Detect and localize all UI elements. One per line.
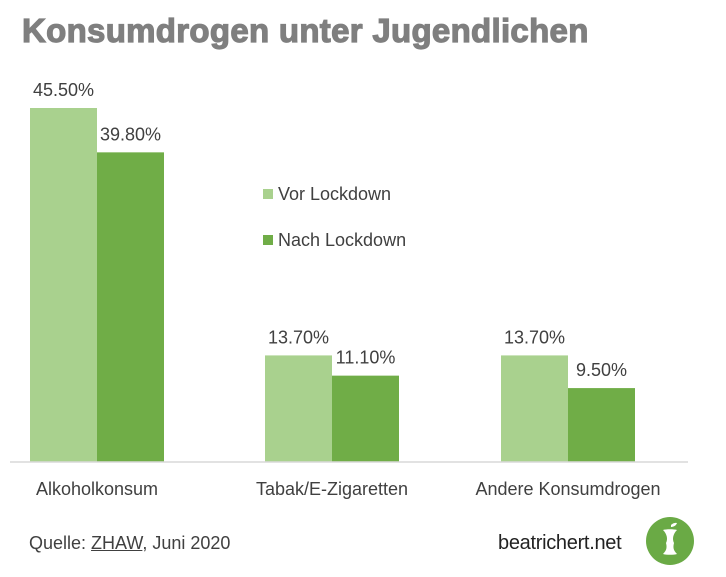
bar-vor-0 <box>30 108 97 462</box>
bar-vor-1 <box>265 355 332 462</box>
legend-label: Vor Lockdown <box>278 184 391 204</box>
legend-label: Nach Lockdown <box>278 230 406 250</box>
source-suffix: , Juni 2020 <box>142 533 231 553</box>
source-note: Quelle: ZHAW, Juni 2020 <box>29 533 230 554</box>
source-link[interactable]: ZHAW <box>91 533 143 553</box>
bar-vor-2 <box>501 355 568 462</box>
bar-nach-0 <box>97 152 164 462</box>
category-label: Alkoholkonsum <box>36 479 158 499</box>
legend-swatch <box>263 189 273 199</box>
source-prefix: Quelle: <box>29 533 92 553</box>
data-label: 13.70% <box>504 327 565 347</box>
category-label: Andere Konsumdrogen <box>475 479 660 499</box>
chart-title: Konsumdrogen unter Jugendlichen <box>21 11 589 49</box>
bar-nach-2 <box>568 388 635 462</box>
data-label: 13.70% <box>268 327 329 347</box>
data-label: 45.50% <box>33 80 94 100</box>
apple-core-icon <box>646 517 694 565</box>
legend-swatch <box>263 235 273 245</box>
data-label: 9.50% <box>576 360 627 380</box>
bar-nach-1 <box>332 375 399 462</box>
data-label: 39.80% <box>100 124 161 144</box>
brand-name: beatrichert.net <box>498 532 622 554</box>
data-label: 11.10% <box>336 348 396 368</box>
category-label: Tabak/E-Zigaretten <box>256 479 408 499</box>
